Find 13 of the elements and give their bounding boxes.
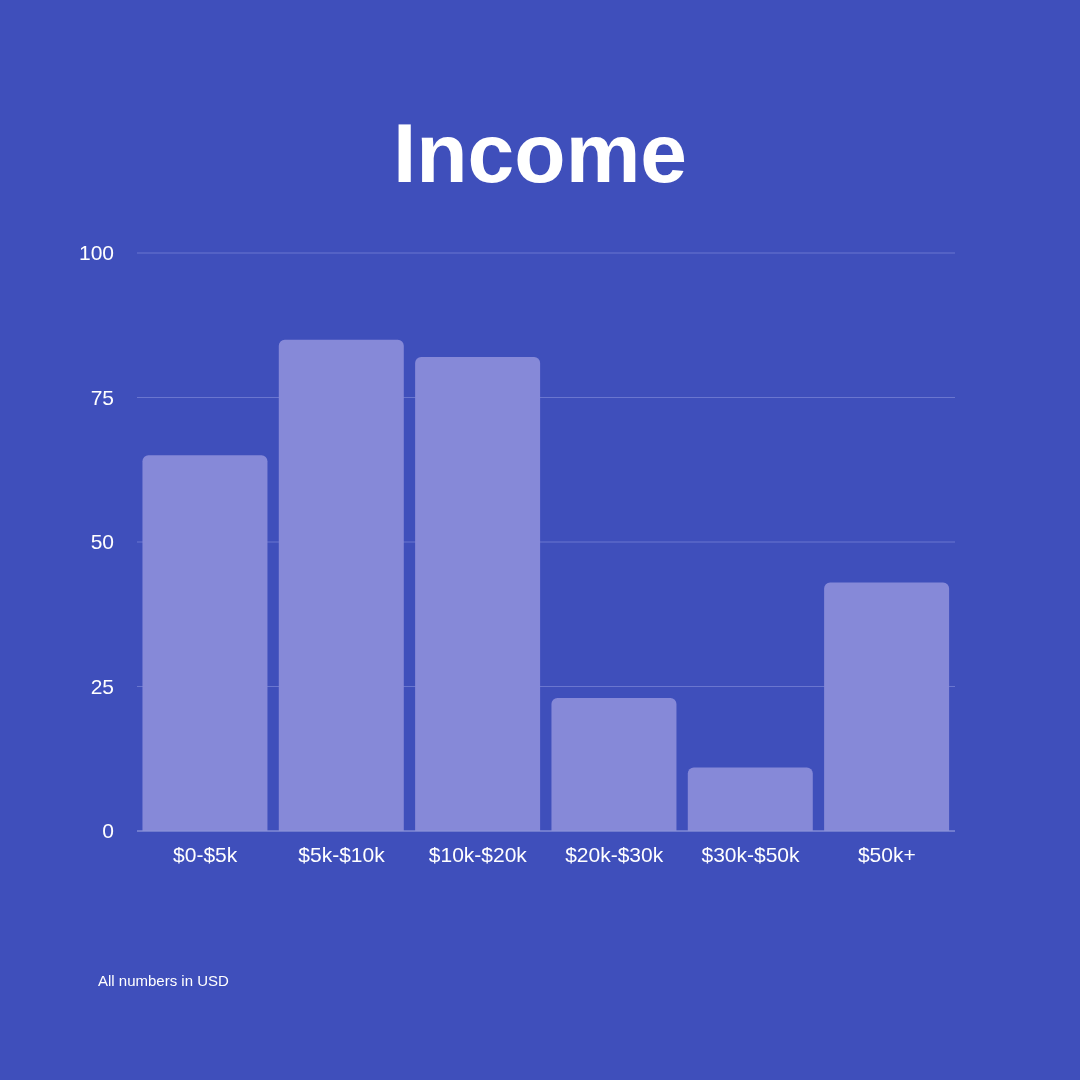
x-tick-label: $20k-$30k: [565, 842, 664, 866]
x-tick-label: $30k-$50k: [701, 842, 801, 866]
y-tick-label: 100: [78, 241, 114, 265]
chart-title: Income: [391, 105, 689, 202]
y-tick-label: 25: [90, 674, 114, 698]
y-tick-label: 75: [90, 385, 114, 409]
text: All numbers in USD: [98, 972, 229, 989]
y-tick-label: 0: [102, 819, 114, 843]
x-tick-label: $50k+: [857, 842, 916, 866]
x-tick-label: $5k-$10k: [298, 842, 386, 866]
x-tick-label: $10k-$20k: [428, 842, 528, 866]
x-tick-label: $0-$5k: [173, 842, 238, 866]
y-tick-label: 50: [90, 530, 114, 554]
